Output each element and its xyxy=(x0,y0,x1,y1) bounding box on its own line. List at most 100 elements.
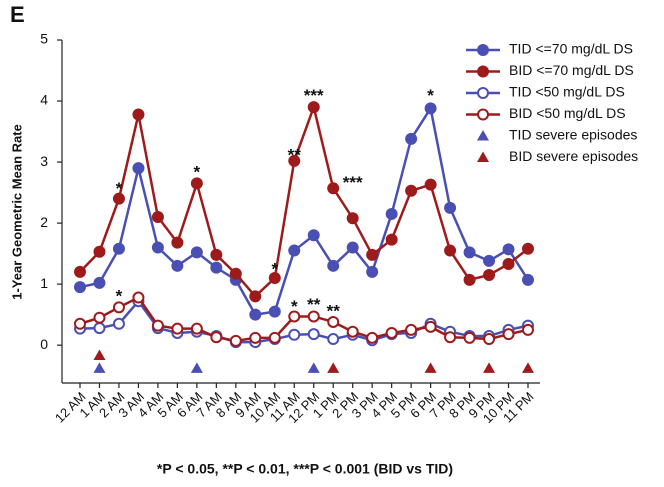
data-point xyxy=(327,315,340,328)
data-point xyxy=(112,301,125,314)
data-point xyxy=(522,323,534,336)
data-point xyxy=(93,349,106,361)
annotation: * xyxy=(194,163,201,182)
data-point xyxy=(366,248,379,261)
data-point xyxy=(483,268,496,281)
data-point xyxy=(385,233,398,246)
legend-marker xyxy=(477,151,489,162)
data-point xyxy=(74,281,86,294)
data-point xyxy=(229,334,242,347)
data-point xyxy=(385,207,398,220)
annotation: ** xyxy=(288,145,302,164)
panel-label: E xyxy=(10,2,25,27)
data-point xyxy=(268,305,281,318)
annotation: * xyxy=(291,297,298,316)
data-point xyxy=(229,267,242,280)
data-point xyxy=(190,322,203,335)
data-point xyxy=(346,325,359,338)
data-point xyxy=(483,254,496,267)
data-point xyxy=(405,184,418,197)
data-point xyxy=(132,108,145,121)
data-point xyxy=(307,101,320,114)
annotation: * xyxy=(116,179,123,198)
data-point xyxy=(346,241,359,254)
data-point xyxy=(463,273,476,286)
legend-label: TID <50 mg/dL DS xyxy=(509,84,625,100)
data-point xyxy=(268,331,281,344)
data-point xyxy=(502,328,515,341)
y-axis-label: 1-Year Geometric Mean Rate xyxy=(9,124,24,300)
legend-label: BID <50 mg/dL DS xyxy=(509,105,626,121)
legend-marker xyxy=(477,65,489,78)
annotation: *** xyxy=(343,173,363,192)
data-point xyxy=(366,331,379,344)
data-point xyxy=(93,362,106,373)
data-point xyxy=(502,257,515,270)
data-point xyxy=(132,162,145,175)
data-point xyxy=(327,362,340,373)
data-point xyxy=(171,322,184,335)
data-point xyxy=(151,241,164,254)
data-point xyxy=(171,236,184,249)
footnote: *P < 0.05, **P < 0.01, ***P < 0.001 (BID… xyxy=(157,461,453,477)
legend-label: BID severe episodes xyxy=(509,148,638,164)
data-point xyxy=(444,331,457,344)
data-point xyxy=(424,320,437,333)
data-point xyxy=(463,246,476,259)
data-point xyxy=(307,229,320,242)
legend-label: TID severe episodes xyxy=(509,127,637,143)
data-point xyxy=(522,242,534,255)
data-point xyxy=(210,248,223,261)
data-point xyxy=(385,326,398,339)
data-point xyxy=(444,244,457,257)
legend-marker xyxy=(477,87,489,99)
data-point xyxy=(483,362,496,373)
data-point xyxy=(288,154,301,167)
data-point xyxy=(249,331,262,344)
data-point xyxy=(210,331,223,344)
legend-marker xyxy=(477,44,489,56)
data-point xyxy=(249,290,262,303)
data-point xyxy=(112,242,125,255)
y-tick-label: 2 xyxy=(40,214,48,230)
legend-label: TID <=70 mg/dL DS xyxy=(509,41,633,57)
data-point xyxy=(307,310,320,323)
data-point xyxy=(444,201,457,214)
data-point xyxy=(190,177,203,190)
data-point xyxy=(74,265,86,278)
data-point xyxy=(190,362,203,373)
data-point xyxy=(424,178,437,191)
data-point xyxy=(210,261,223,274)
y-tick-label: 3 xyxy=(40,153,48,169)
legend-marker xyxy=(477,130,489,141)
data-point xyxy=(424,362,437,373)
data-point xyxy=(249,308,262,321)
data-point xyxy=(171,259,184,272)
data-point xyxy=(93,311,106,324)
y-tick-label: 0 xyxy=(40,336,48,352)
data-point xyxy=(327,182,340,195)
data-point xyxy=(522,273,534,286)
data-point xyxy=(74,317,86,330)
data-point xyxy=(288,328,301,341)
series-line xyxy=(79,105,530,317)
data-point xyxy=(483,333,496,346)
data-point xyxy=(93,276,106,289)
data-point xyxy=(151,210,164,223)
data-point xyxy=(405,323,418,336)
annotation: ** xyxy=(327,302,341,321)
data-point xyxy=(93,322,106,335)
data-point xyxy=(522,362,534,373)
legend-marker xyxy=(477,108,489,121)
data-point xyxy=(190,246,203,259)
annotation: * xyxy=(271,260,278,279)
data-point xyxy=(307,328,320,341)
data-point xyxy=(112,192,125,205)
data-point xyxy=(151,319,164,332)
data-point xyxy=(268,272,281,285)
data-point xyxy=(502,243,515,256)
data-point xyxy=(366,265,379,278)
data-point xyxy=(288,310,301,323)
data-point xyxy=(132,291,145,304)
